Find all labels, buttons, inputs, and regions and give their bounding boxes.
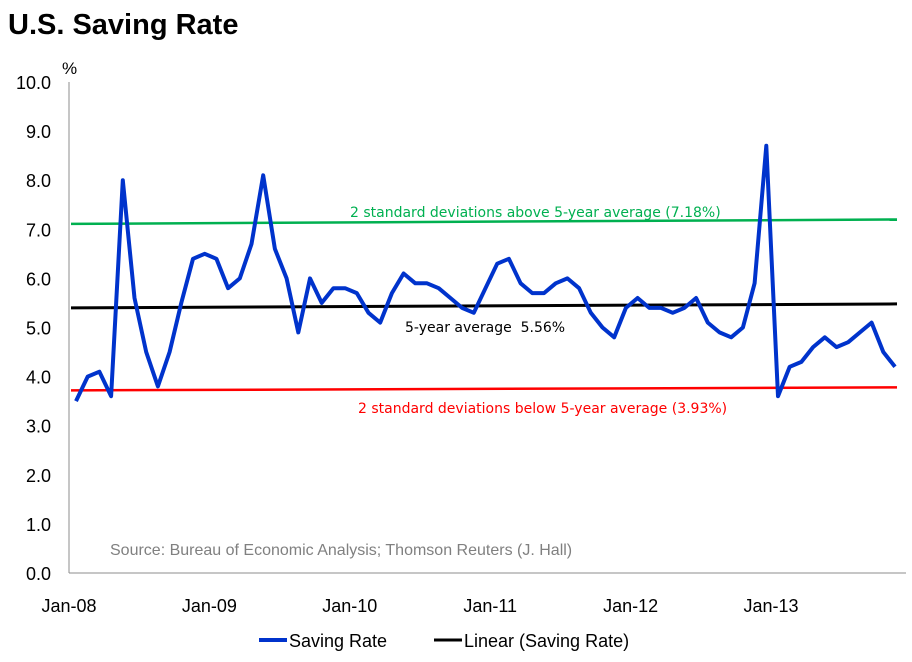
x-tick-label: Jan-13 xyxy=(743,596,798,616)
x-tick-label: Jan-11 xyxy=(463,596,517,616)
y-tick-label: 9.0 xyxy=(26,122,51,142)
upper-band-label: 2 standard deviations above 5-year avera… xyxy=(350,205,721,221)
legend-label-linear: Linear (Saving Rate) xyxy=(464,631,629,651)
series-points xyxy=(75,145,896,402)
legend-label-saving-rate: Saving Rate xyxy=(289,631,387,651)
y-tick-label: 1.0 xyxy=(26,515,51,535)
y-tick-label: 2.0 xyxy=(26,466,51,486)
y-tick-label: 10.0 xyxy=(16,73,51,93)
x-axis-ticks: Jan-08 Jan-09 Jan-10 Jan-11 Jan-12 Jan-13 xyxy=(41,596,798,616)
y-tick-label: 0.0 xyxy=(26,564,51,584)
x-tick-label: Jan-09 xyxy=(182,596,237,616)
x-tick-label: Jan-10 xyxy=(322,596,377,616)
y-tick-label: 8.0 xyxy=(26,171,51,191)
chart-title: U.S. Saving Rate xyxy=(8,9,238,41)
y-tick-label: 5.0 xyxy=(26,319,51,339)
x-tick-label: Jan-08 xyxy=(41,596,96,616)
legend: Saving Rate Linear (Saving Rate) xyxy=(259,631,629,651)
lower-band-label: 2 standard deviations below 5-year avera… xyxy=(358,401,727,417)
x-tick-label: Jan-12 xyxy=(603,596,658,616)
y-axis-unit-label: % xyxy=(62,59,77,78)
series-line-saving-rate xyxy=(74,143,897,402)
y-tick-label: 3.0 xyxy=(26,417,51,437)
average-label: 5-year average 5.56% xyxy=(405,320,565,336)
y-tick-label: 6.0 xyxy=(26,269,51,289)
y-tick-label: 4.0 xyxy=(26,368,51,388)
source-note: Source: Bureau of Economic Analysis; Tho… xyxy=(110,542,572,559)
y-axis-ticks: 0.0 1.0 2.0 3.0 4.0 5.0 6.0 7.0 8.0 9.0 10.0 xyxy=(16,73,51,584)
trend-line-linear xyxy=(70,302,898,310)
y-tick-label: 7.0 xyxy=(26,220,51,240)
lower-band-line xyxy=(70,386,898,392)
